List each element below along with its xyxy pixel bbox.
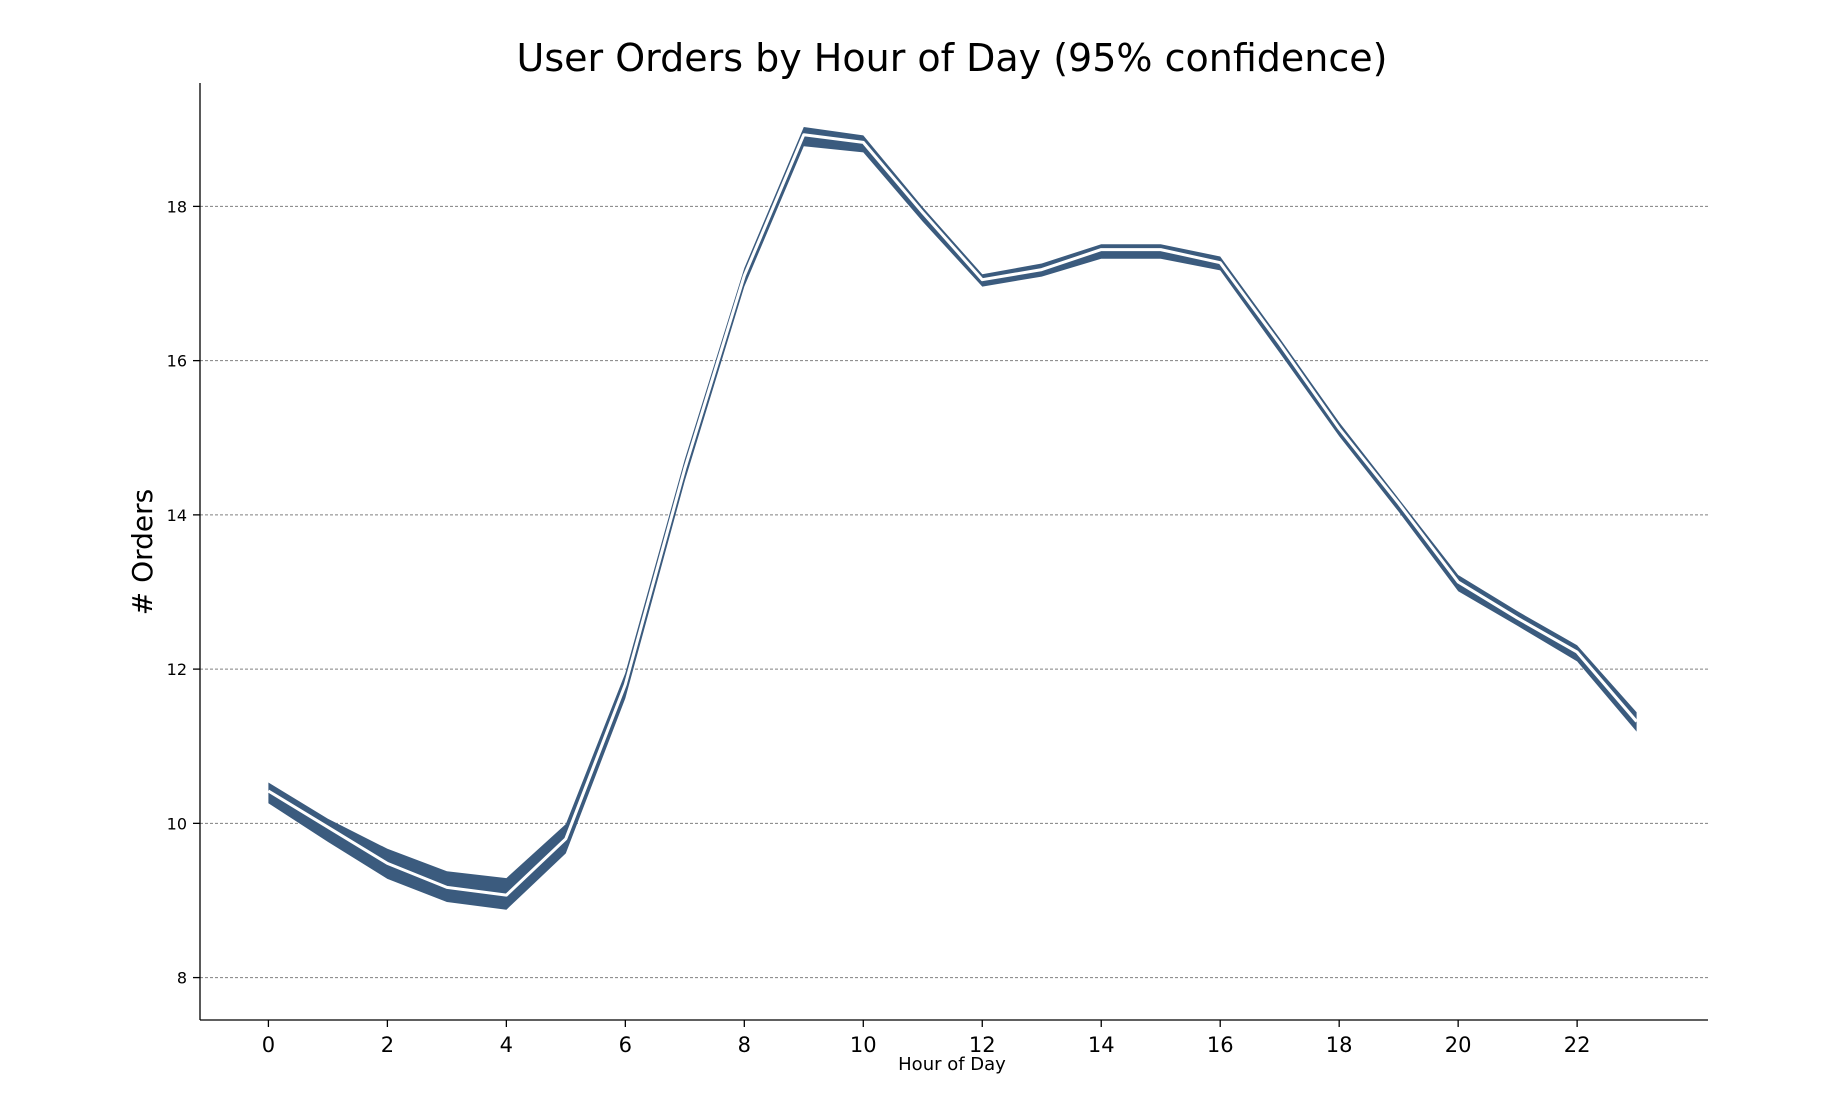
grid-lines bbox=[200, 205, 1708, 979]
x-tick-label-12: 12 bbox=[969, 1033, 996, 1057]
x-tick-label-14: 14 bbox=[1088, 1033, 1115, 1057]
y-ticks: 8 10 12 14 16 18 bbox=[167, 197, 200, 988]
x-tick-label-2: 2 bbox=[381, 1033, 394, 1057]
x-tick-label-4: 4 bbox=[500, 1033, 513, 1057]
mean-line bbox=[267, 133, 1638, 897]
y-tick-label-16: 16 bbox=[167, 352, 187, 371]
y-tick-label-14: 14 bbox=[167, 506, 187, 525]
confidence-bands bbox=[267, 127, 1638, 910]
x-tick-label-6: 6 bbox=[619, 1033, 632, 1057]
chart-title: User Orders by Hour of Day (95% confiden… bbox=[517, 36, 1388, 80]
x-tick-label-8: 8 bbox=[738, 1033, 751, 1057]
y-tick-label-10: 10 bbox=[167, 814, 187, 833]
x-ticks: 0 2 4 6 8 10 12 14 16 18 20 22 bbox=[262, 1020, 1591, 1057]
confidence-band-area bbox=[268, 127, 1637, 910]
axes bbox=[199, 83, 1708, 1021]
y-tick-label-8: 8 bbox=[177, 969, 187, 988]
x-tick-label-0: 0 bbox=[262, 1033, 275, 1057]
x-tick-label-22: 22 bbox=[1564, 1033, 1591, 1057]
x-tick-label-16: 16 bbox=[1207, 1033, 1234, 1057]
y-tick-label-12: 12 bbox=[167, 660, 187, 679]
x-tick-label-20: 20 bbox=[1445, 1033, 1472, 1057]
y-axis-label: # Orders bbox=[126, 489, 159, 616]
x-axis-label: Hour of Day bbox=[898, 1054, 1006, 1075]
x-tick-label-18: 18 bbox=[1326, 1033, 1353, 1057]
y-tick-label-18: 18 bbox=[167, 197, 187, 216]
x-tick-label-10: 10 bbox=[850, 1033, 877, 1057]
